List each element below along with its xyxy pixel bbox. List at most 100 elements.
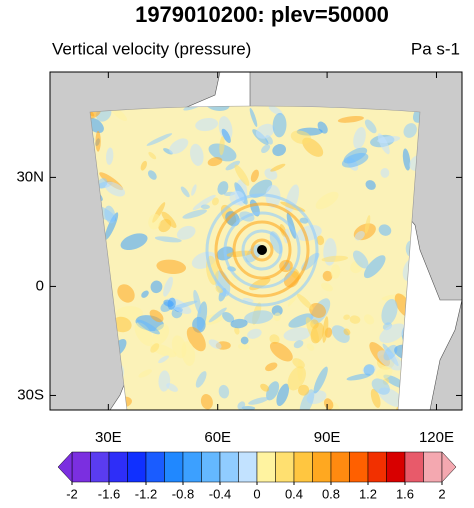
field-patch: [218, 116, 233, 141]
colorbar-label: 2: [438, 486, 445, 501]
colorbar-box: [404, 451, 424, 483]
field-patch: [95, 130, 101, 152]
colorbar-box: [201, 451, 221, 483]
field-patch: [363, 255, 386, 279]
field-patch: [241, 406, 256, 410]
field-patch: [349, 315, 361, 324]
field-patch: [237, 401, 246, 410]
x-tick-label: 120E: [419, 429, 454, 446]
cyclone-center: [257, 245, 267, 255]
field-outline: [89, 105, 421, 410]
colorbar-end: [57, 451, 73, 483]
field-patch: [134, 322, 153, 346]
field-patch: [269, 341, 293, 362]
field-patch: [287, 366, 306, 391]
field-patch: [288, 313, 314, 328]
field-patch: [371, 378, 390, 395]
field-patch: [249, 179, 273, 198]
field-patch: [352, 250, 369, 269]
field-patch: [375, 366, 393, 380]
field-patch: [195, 117, 219, 132]
field-patch: [296, 293, 313, 310]
cyclone-band: [232, 220, 292, 280]
field-patch: [104, 205, 116, 224]
field-patch: [169, 138, 189, 154]
y-tick-label: 0: [36, 277, 44, 294]
field-patch: [364, 215, 371, 234]
axes: 30E 60E 90E 120E 30N 0 30S: [16, 72, 462, 446]
field-patch: [248, 397, 269, 405]
colorbar-box: [71, 451, 91, 483]
colorbar-label: 0.4: [285, 486, 303, 501]
colorbar-box: [367, 451, 387, 483]
field-patch: [158, 355, 169, 364]
field-patch: [105, 147, 114, 165]
field-patch: [190, 143, 204, 166]
colorbar-label: -1.6: [98, 486, 120, 501]
colorbar-box: [312, 451, 332, 483]
field-patch: [261, 144, 271, 154]
colorbar-box: [330, 451, 350, 483]
field-patch: [378, 224, 392, 236]
field-patch: [313, 366, 328, 394]
colorbar-label: 0.8: [322, 486, 340, 501]
field-patch: [234, 326, 240, 335]
field-patch: [310, 322, 324, 344]
field-patch: [148, 213, 161, 230]
field-patch: [383, 344, 398, 361]
field-patch: [323, 398, 334, 410]
colorbar-box: [182, 451, 202, 483]
field-patch: [271, 305, 283, 316]
field-patch: [180, 186, 190, 198]
field-patch: [138, 369, 153, 378]
field-patch: [343, 328, 351, 336]
field-patch: [273, 312, 282, 322]
x-tick-label: 60E: [204, 429, 231, 446]
field-patch: [370, 388, 381, 408]
field-patch: [337, 115, 364, 123]
field-patch: [364, 119, 377, 134]
field-patch: [321, 255, 349, 262]
field-patch: [265, 362, 278, 372]
field-patch: [115, 306, 144, 321]
colorbar-box: [127, 451, 147, 483]
field-patch: [147, 170, 157, 180]
field-patch: [255, 123, 275, 139]
map-area: [50, 72, 462, 410]
x-tick-label: 90E: [314, 429, 341, 446]
field-patch: [315, 191, 339, 210]
field-patch: [377, 135, 401, 144]
field-patch: [322, 270, 333, 282]
field-patch: [309, 302, 326, 318]
field-patch: [176, 225, 196, 240]
field-patch: [192, 194, 216, 211]
field-patch: [186, 326, 206, 352]
field-patch: [230, 318, 248, 329]
colorbar-box: [164, 451, 184, 483]
field-patch: [140, 160, 147, 171]
field-patch: [316, 235, 325, 246]
field-patch: [317, 121, 328, 134]
colorbar-box: [90, 451, 110, 483]
field-patch: [97, 178, 108, 189]
field-patch: [320, 282, 333, 292]
field-patch: [204, 106, 230, 111]
field-patch: [240, 336, 249, 345]
field-patch: [120, 233, 148, 251]
field-patch: [381, 298, 398, 325]
colorbar-box: [275, 451, 295, 483]
field-patch: [211, 197, 219, 206]
field-patch: [293, 340, 304, 349]
field-patch: [346, 373, 371, 381]
field-patch: [270, 163, 286, 172]
field-patch: [222, 312, 235, 323]
field-patch: [412, 106, 420, 123]
field-patch: [365, 180, 376, 190]
field-patch: [221, 128, 231, 144]
x-tick-label: 30E: [95, 429, 122, 446]
field-patch: [195, 371, 207, 388]
cyclone-band: [205, 193, 319, 307]
field-patch: [161, 211, 177, 228]
colorbar-label: 1.2: [359, 486, 377, 501]
